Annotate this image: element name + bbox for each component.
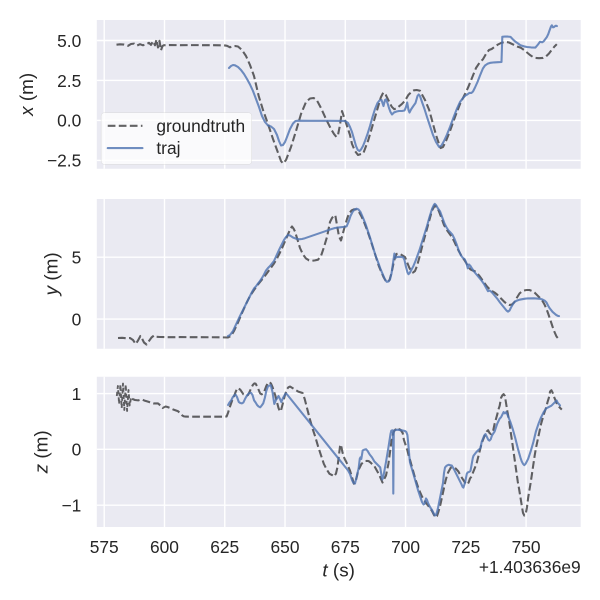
svg-text:−2.5: −2.5: [47, 151, 81, 171]
svg-text:0: 0: [72, 440, 82, 460]
svg-text:−1: −1: [61, 496, 81, 516]
svg-text:0: 0: [72, 309, 82, 329]
svg-text:+1.403636e9: +1.403636e9: [479, 557, 581, 577]
svg-text:traj: traj: [156, 138, 180, 158]
svg-text:x ( m: x ( m ): [13, 73, 38, 117]
svg-text:5.0: 5.0: [57, 31, 81, 51]
svg-text:575: 575: [90, 537, 119, 557]
svg-text:0.0: 0.0: [57, 111, 81, 131]
svg-text:675: 675: [331, 537, 360, 557]
svg-text:1: 1: [72, 384, 82, 404]
svg-text:groundtruth: groundtruth: [156, 116, 245, 136]
svg-text:700: 700: [391, 537, 420, 557]
svg-text:750: 750: [512, 537, 541, 557]
svg-text:725: 725: [451, 537, 480, 557]
svg-text:600: 600: [150, 537, 179, 557]
svg-text:z ( m: z ( m ): [27, 430, 52, 474]
svg-text:650: 650: [271, 537, 300, 557]
svg-text:625: 625: [210, 537, 239, 557]
svg-text:5: 5: [72, 247, 82, 267]
svg-text:2.5: 2.5: [57, 71, 81, 91]
svg-text:t ( s: t ( s ): [322, 556, 355, 581]
svg-text:y ( m: y ( m ): [38, 252, 63, 297]
